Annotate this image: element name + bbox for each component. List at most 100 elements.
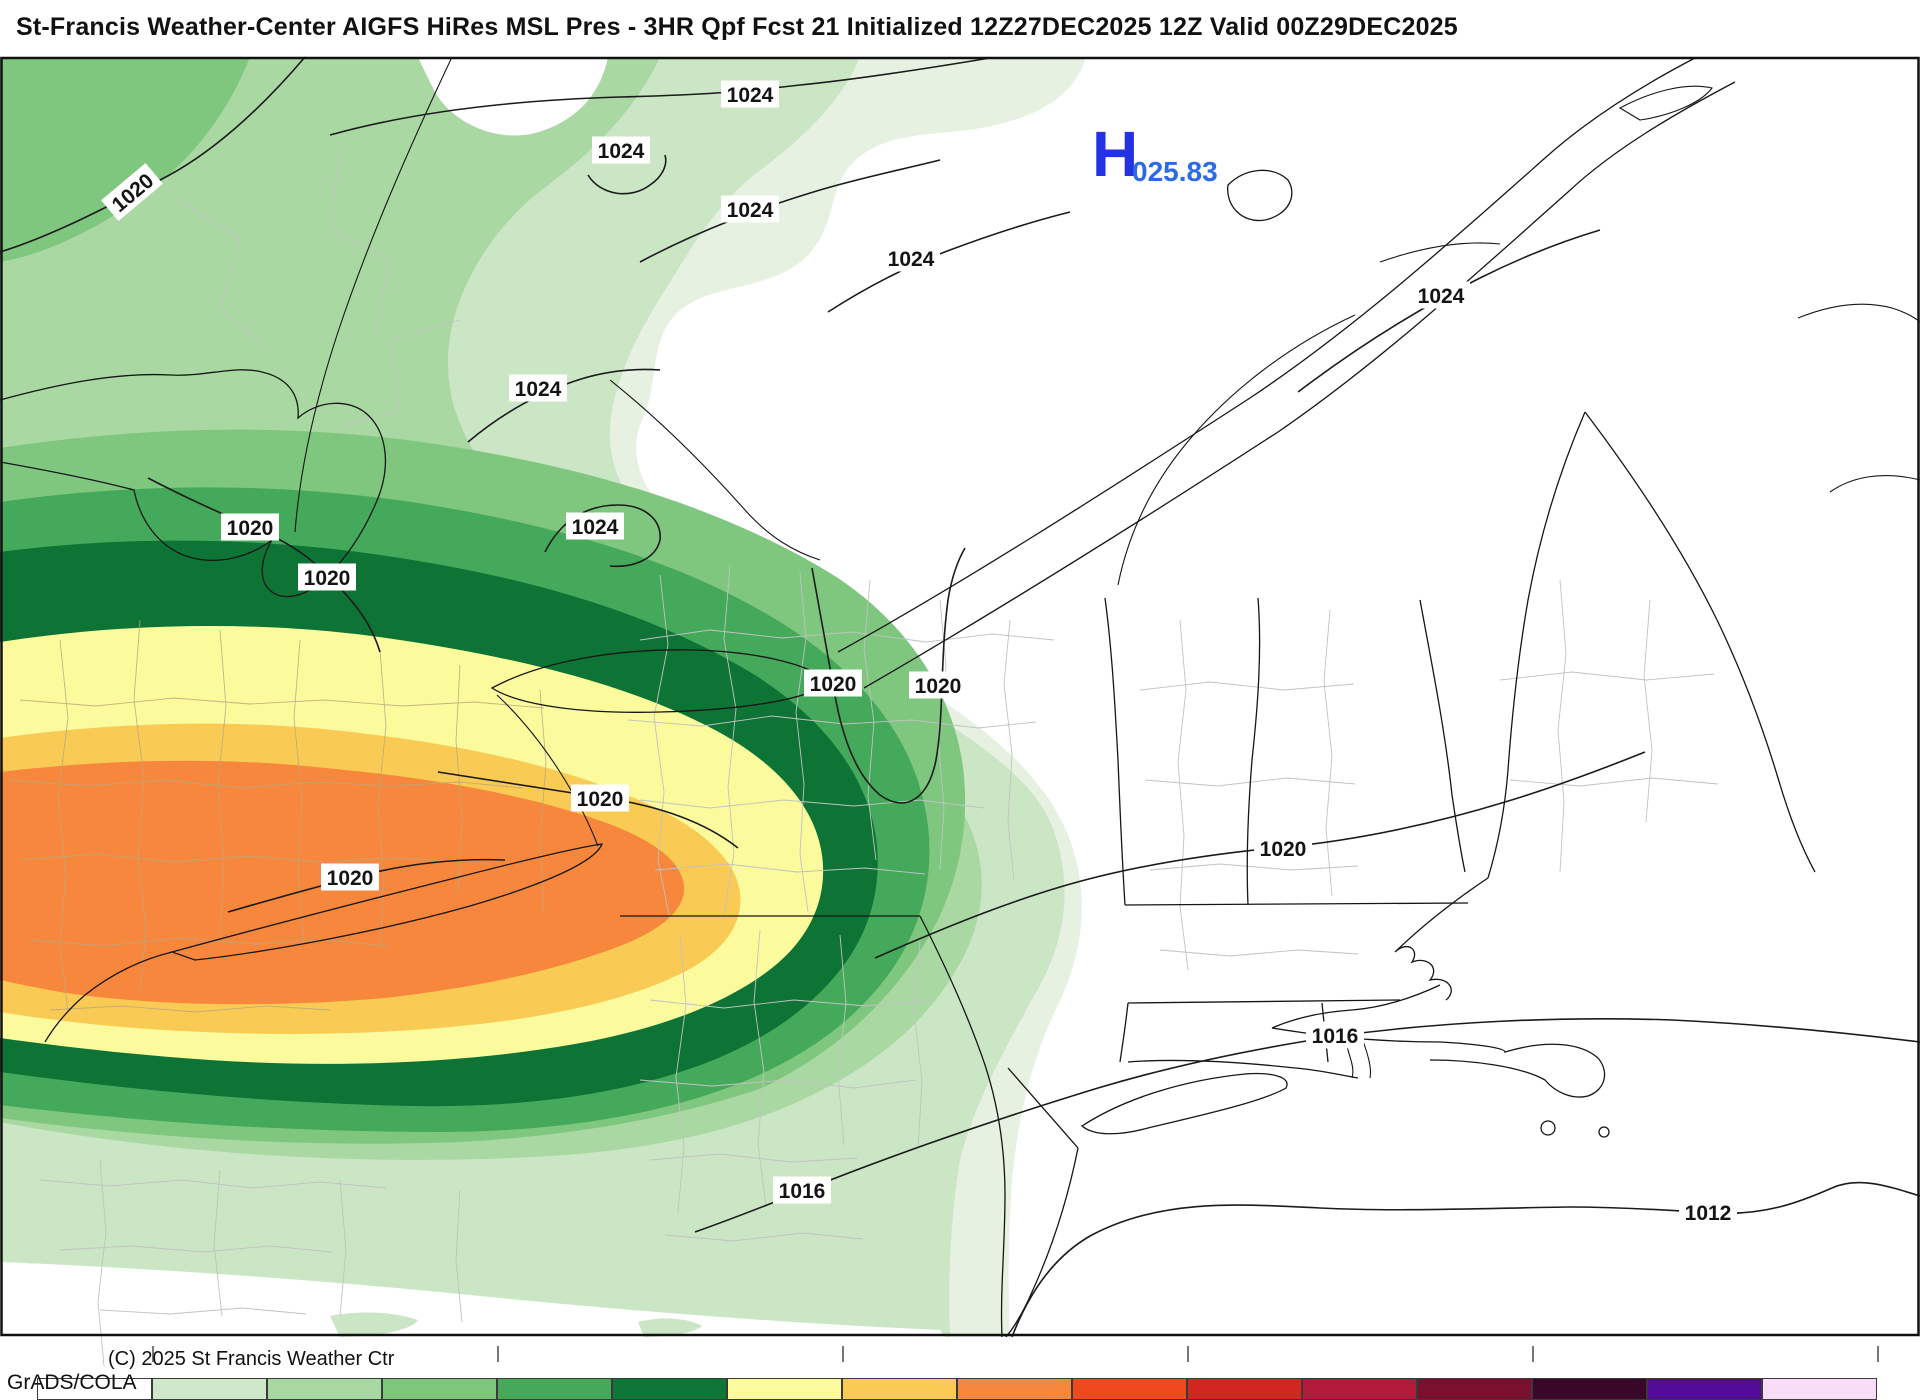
isobar-label-text: 1020	[1260, 838, 1307, 861]
isobar-label-box	[804, 669, 862, 697]
isobar-label-text: 1020	[577, 788, 624, 811]
lake-erie-southwest-shore	[44, 951, 173, 1043]
isobar-label-1024: 1024	[509, 374, 567, 402]
isobar-label-text: 1012	[1685, 1202, 1732, 1225]
island-nantucket	[1598, 1126, 1610, 1138]
isobar-1012-a	[1011, 1181, 1920, 1338]
county-lines-gray	[39, 149, 1719, 1367]
qpf-clear-southwest	[0, 1262, 945, 1337]
isobar-label-1012: 1012	[1679, 1198, 1737, 1226]
lake-huron-georgian-bay	[0, 369, 387, 598]
isobar-labels-layer: 1020 1024 1024 1024 1024 1024 1024 1024 1020 1020…	[101, 80, 1737, 1226]
ma-south-border	[1127, 999, 1401, 1004]
isobar-label-1024: 1024	[721, 195, 779, 223]
colorbar-tick-4	[1187, 1346, 1189, 1362]
map-frame	[0, 56, 1920, 1337]
colorbar-segment-16	[1762, 1378, 1877, 1400]
isobar-label-1016: 1016	[1306, 1021, 1364, 1049]
high-pressure-value: 025.83	[1132, 156, 1218, 187]
isobar-1024-a	[329, 57, 991, 136]
isobar-1024-e	[1297, 229, 1601, 393]
lake-erie	[169, 843, 604, 961]
isobar-label-box	[1254, 834, 1312, 862]
gulf-coast-northeast	[1618, 85, 1920, 493]
isobar-label-box	[1306, 1021, 1364, 1049]
isobar-label-box	[721, 195, 779, 223]
colorbar-segment-5	[497, 1378, 612, 1400]
isobar-label-text: 1024	[727, 199, 774, 222]
county-lines-tan	[9, 619, 547, 1013]
isobar-label-text: 1020	[327, 867, 374, 890]
isobar-label-text: 1024	[572, 516, 619, 539]
isobar-label-box	[566, 512, 624, 540]
long-island	[1080, 1072, 1288, 1135]
qpf-patch-southwest-a	[330, 1312, 418, 1337]
isobar-label-text: 1020	[227, 517, 274, 540]
st-lawrence-south-bank	[863, 81, 1736, 689]
ct-coast	[1127, 1059, 1359, 1079]
isobar-label-box	[571, 784, 629, 812]
isobar-label-1020: 1020	[571, 784, 629, 812]
colorbar-segment-13	[1417, 1378, 1532, 1400]
colorbar-segment-10	[1072, 1378, 1187, 1400]
saguenay-river	[1379, 242, 1501, 263]
isobar-label-1024: 1024	[566, 512, 624, 540]
colorbar-segment-11	[1187, 1378, 1302, 1400]
isobar-label-box	[509, 374, 567, 402]
quebec-interior-line	[1117, 314, 1356, 586]
isobar-label-box	[101, 163, 163, 221]
isobar-1024-b	[587, 154, 667, 195]
grads-credit-text: GrADS/COLA	[7, 1371, 137, 1394]
page-title: St-Francis Weather-Center AIGFS HiRes MS…	[16, 13, 1458, 41]
copyright-text: (C) 2025 St Francis Weather Ctr	[108, 1348, 395, 1370]
isobar-label-text: 1020	[304, 567, 351, 590]
ny-vt-border	[1104, 597, 1126, 906]
isobar-1024-c	[639, 159, 941, 263]
isobar-label-box	[721, 80, 779, 108]
isobar-1020-b	[147, 477, 381, 653]
ontario-interior-line	[294, 56, 453, 533]
isobar-label-1020: 1020	[1254, 834, 1312, 862]
ny-ct-border	[1119, 1002, 1129, 1063]
isobar-label-1020: 1020	[909, 671, 967, 699]
qpf-clear-notch-top	[418, 57, 608, 136]
colorbar-segment-12	[1302, 1378, 1417, 1400]
isobar-label-box	[1679, 1198, 1737, 1226]
colorbar-segment-9	[957, 1378, 1072, 1400]
isobar-label-text: 1024	[598, 140, 645, 163]
high-pressure-symbol: H	[1092, 118, 1138, 190]
isobar-label-box	[882, 244, 940, 272]
isobar-label-1020: 1020	[321, 863, 379, 891]
isobar-label-1020: 1020	[804, 669, 862, 697]
nj-coast	[1005, 1147, 1079, 1338]
isobar-label-text: 1016	[1312, 1025, 1359, 1048]
colorbar-segment-7	[727, 1378, 842, 1400]
lac-st-jean	[1227, 169, 1293, 222]
isobar-label-1016: 1016	[773, 1176, 831, 1204]
colorbar-segment-6	[612, 1378, 727, 1400]
qpf-fill-level-4-corner	[0, 57, 250, 262]
isobar-label-1024: 1024	[592, 136, 650, 164]
island-marthas-vineyard	[1540, 1120, 1556, 1136]
nj-north-border	[1007, 1067, 1079, 1149]
isobar-label-text: 1020	[810, 673, 857, 696]
isobar-label-box	[298, 563, 356, 591]
ma-north-border	[1124, 902, 1469, 906]
delaware-river	[919, 915, 1006, 1338]
cape-cod	[1271, 1027, 1606, 1098]
colorbar-segment-14	[1532, 1378, 1647, 1400]
new-england-coast	[1271, 984, 1441, 1029]
niagara-river	[496, 694, 599, 847]
isobar-label-text: 1024	[1418, 285, 1465, 308]
isobar-label-text: 1024	[727, 84, 774, 107]
colorbar-segment-8	[842, 1378, 957, 1400]
vt-nh-border	[1246, 597, 1261, 906]
colorbar-segment-3	[267, 1378, 382, 1400]
maine-west-border	[1487, 411, 1586, 879]
isobar-label-text: 1024	[888, 248, 935, 271]
isobar-label-box	[321, 863, 379, 891]
isobar-1024-f	[467, 368, 661, 443]
maine-east-border	[1584, 411, 1816, 873]
